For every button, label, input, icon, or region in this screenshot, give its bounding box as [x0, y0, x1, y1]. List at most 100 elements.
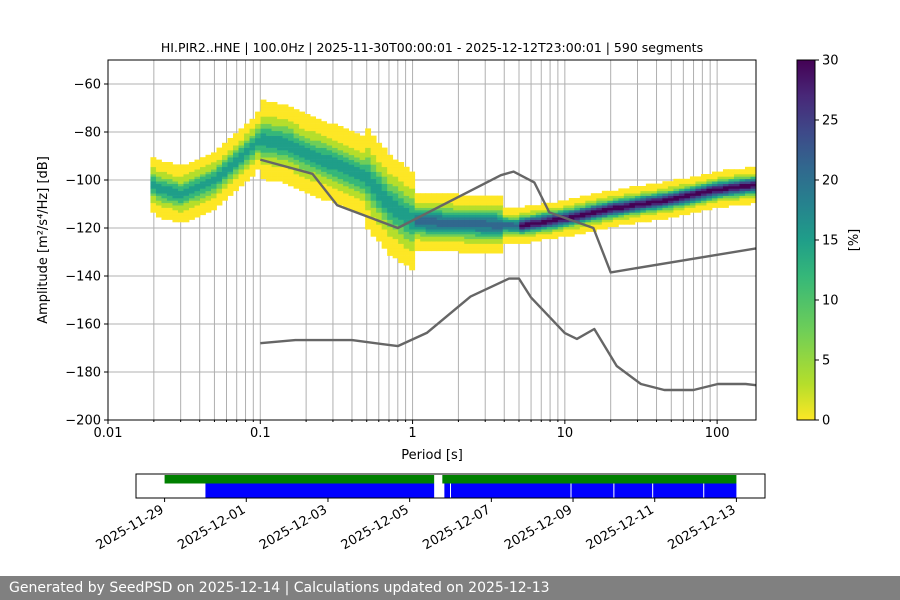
heatmap-cell — [249, 147, 256, 151]
heatmap-cell — [436, 198, 443, 201]
heatmap-cell — [337, 145, 344, 148]
heatmap-cell — [596, 205, 603, 208]
heatmap-cell — [486, 212, 493, 216]
heatmap-cell — [299, 186, 305, 189]
heatmap-cell — [431, 219, 438, 223]
heatmap-cell — [464, 200, 471, 204]
heatmap-cell — [398, 186, 405, 189]
heatmap-cell — [337, 138, 344, 141]
heatmap-cell — [414, 238, 421, 242]
heatmap-cell — [486, 231, 493, 235]
heatmap-cell — [188, 186, 195, 189]
heatmap-cell — [365, 128, 372, 132]
heatmap-cell — [491, 205, 498, 208]
heatmap-cell — [728, 188, 735, 192]
heatmap-cell — [541, 231, 548, 235]
heatmap-cell — [337, 130, 344, 134]
heatmap-cell — [409, 248, 416, 252]
heatmap-cell — [365, 157, 372, 160]
heatmap-cell — [700, 195, 707, 199]
heatmap-cell — [282, 140, 289, 144]
heatmap-cell — [277, 111, 283, 115]
heatmap-cell — [552, 205, 559, 208]
heatmap-cell — [337, 176, 344, 180]
heatmap-cell — [216, 186, 223, 189]
heatmap-cell — [277, 135, 283, 139]
heatmap-cell — [260, 154, 267, 158]
heatmap-cell — [199, 176, 206, 180]
heatmap-cell — [337, 164, 344, 168]
heatmap-cell — [365, 181, 372, 184]
heatmap-cell — [398, 226, 405, 230]
heatmap-cell — [370, 171, 377, 175]
heatmap-cell — [332, 159, 339, 163]
heatmap-cell — [365, 152, 372, 156]
heatmap-cell — [199, 169, 206, 172]
heatmap-cell — [343, 178, 350, 182]
heatmap-cell — [216, 164, 223, 168]
heatmap-cell — [370, 174, 377, 177]
heatmap-cell — [634, 207, 641, 211]
heatmap-cell — [249, 164, 256, 168]
heatmap-cell — [420, 234, 427, 237]
heatmap-cell — [717, 190, 724, 194]
heatmap-cell — [420, 241, 427, 244]
heatmap-cell — [365, 150, 372, 153]
heatmap-cell — [491, 212, 498, 216]
heatmap-cell — [409, 265, 416, 268]
heatmap-cell — [299, 159, 305, 163]
heatmap-cell — [458, 198, 465, 201]
heatmap-cell — [194, 171, 201, 175]
heatmap-cell — [387, 219, 394, 223]
heatmap-cell — [161, 195, 168, 199]
heatmap-cell — [442, 226, 449, 230]
heatmap-cell — [359, 152, 366, 156]
heatmap-cell — [398, 238, 405, 242]
heatmap-cell — [464, 243, 471, 247]
heatmap-cell — [188, 207, 195, 211]
heatmap-cell — [271, 102, 278, 105]
heatmap-cell — [398, 193, 405, 196]
heatmap-cell — [310, 183, 316, 187]
heatmap-cell — [436, 219, 443, 223]
heatmap-cell — [579, 207, 586, 211]
heatmap-cell — [288, 114, 294, 117]
heatmap-cell — [497, 238, 504, 242]
heatmap-cell — [546, 202, 553, 206]
heatmap-cell — [150, 164, 157, 168]
heatmap-cell — [227, 164, 234, 168]
heatmap-cell — [288, 135, 294, 139]
heatmap-cell — [183, 176, 190, 180]
heatmap-cell — [376, 169, 383, 172]
heatmap-cell — [475, 219, 482, 223]
heatmap-cell — [161, 210, 168, 213]
heatmap-cell — [695, 205, 702, 208]
heatmap-cell — [673, 198, 680, 201]
heatmap-cell — [667, 186, 674, 189]
heatmap-cell — [513, 226, 520, 230]
heatmap-cell — [376, 195, 383, 199]
heatmap-cell — [155, 162, 162, 165]
heatmap-cell — [354, 205, 361, 208]
heatmap-cell — [453, 219, 460, 223]
heatmap-cell — [464, 238, 471, 242]
heatmap-cell — [728, 181, 735, 184]
heatmap-cell — [205, 195, 212, 199]
heatmap-cell — [381, 246, 388, 249]
heatmap-cell — [315, 188, 322, 192]
heatmap-cell — [166, 217, 173, 220]
heatmap-cell — [403, 202, 410, 206]
heatmap-cell — [177, 164, 184, 168]
heatmap-cell — [618, 190, 625, 194]
heatmap-cell — [486, 217, 493, 220]
heatmap-cell — [183, 219, 190, 223]
heatmap-cell — [282, 106, 289, 110]
heatmap-cell — [414, 210, 421, 213]
heatmap-cell — [524, 224, 531, 228]
heatmap-cell — [365, 140, 372, 144]
heatmap-cell — [299, 123, 305, 127]
heatmap-cell — [722, 186, 729, 189]
y-axis-label: Amplitude [m²/s⁴/Hz] [dB] — [36, 156, 51, 324]
heatmap-cell — [634, 188, 641, 192]
heatmap-cell — [590, 222, 597, 225]
